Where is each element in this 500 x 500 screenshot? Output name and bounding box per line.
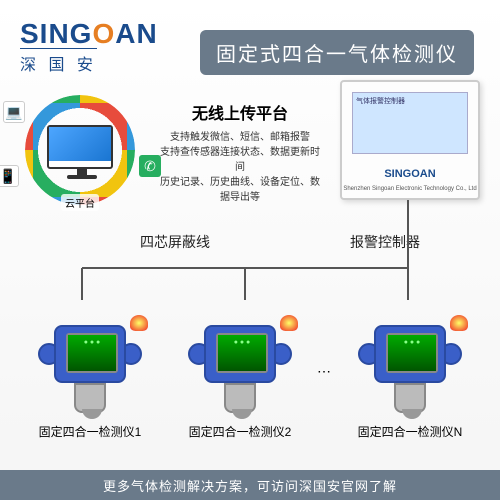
detector-1: ● ● ● 固定四合一检测仪1 [25, 317, 155, 440]
detector-2-caption: 固定四合一检测仪2 [189, 423, 292, 440]
upload-line-1: 支持触发微信、短信、邮箱报警 [160, 130, 320, 145]
upload-line-3: 历史记录、历史曲线、设备定位、数据导出等 [160, 175, 320, 205]
alarm-icon [450, 315, 468, 331]
detector-n-caption: 固定四合一检测仪N [358, 423, 463, 440]
cloud-platform-ring: 云平台 📱 💻 ✆ [25, 95, 135, 205]
upload-lines: 支持触发微信、短信、邮箱报警 支持查传感器连接状态、数据更新时间 历史记录、历史… [160, 130, 320, 205]
detector-1-caption: 固定四合一检测仪1 [39, 423, 142, 440]
upload-platform-block: 无线上传平台 支持触发微信、短信、邮箱报警 支持查传感器连接状态、数据更新时间 … [160, 100, 320, 205]
shield-line-label: 四芯屏蔽线 [140, 232, 210, 252]
detector-row: ● ● ● 固定四合一检测仪1 ● ● ● 固定四合一检测仪2 ⋯ ● ● ● [0, 317, 500, 440]
brand-en: SINGOAN [20, 18, 158, 50]
alarm-controller-box: 气体报警控制器 SINGOAN Shenzhen Singoan Electro… [340, 80, 480, 200]
controller-brand: SINGOAN [342, 168, 478, 180]
detector-n: ● ● ● 固定四合一检测仪N [345, 317, 475, 440]
phone-icon: 📱 [0, 165, 19, 187]
upload-line-2: 支持查传感器连接状态、数据更新时间 [160, 145, 320, 175]
wechat-icon: ✆ [139, 155, 161, 177]
controller-screen: 气体报警控制器 [352, 92, 468, 154]
controller-sub: Shenzhen Singoan Electronic Technology C… [342, 186, 478, 192]
detector-ellipsis: ⋯ [317, 363, 333, 380]
cloud-label: 云平台 [61, 194, 99, 211]
page-title: 固定式四合一气体检测仪 [200, 30, 474, 75]
brand-cn: 深 国 安 [20, 48, 97, 75]
alarm-icon [280, 315, 298, 331]
alarm-controller-label: 报警控制器 [350, 232, 420, 252]
monitor-icon [47, 125, 113, 169]
pc-icon: 💻 [3, 101, 25, 123]
upload-title: 无线上传平台 [160, 100, 320, 124]
diagram-root: SINGOAN 深 国 安 固定式四合一气体检测仪 云平台 📱 💻 ✆ 无线上传… [0, 0, 500, 500]
detector-2: ● ● ● 固定四合一检测仪2 [175, 317, 305, 440]
alarm-icon [130, 315, 148, 331]
brand-logo: SINGOAN 深 国 安 [20, 18, 158, 75]
footer-bar: 更多气体检测解决方案，可访问深国安官网了解 [0, 470, 500, 500]
